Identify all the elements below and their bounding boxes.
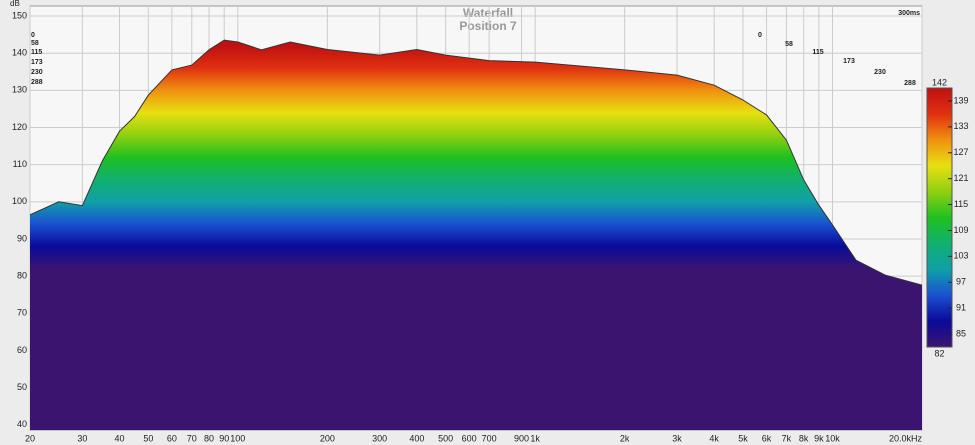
- time-label: 58: [31, 40, 39, 47]
- y-tick-label: 90: [17, 233, 27, 243]
- x-tick-label: 90: [219, 433, 229, 443]
- colorbar-tick-label: 91: [956, 303, 966, 313]
- x-tick-label: 2k: [620, 433, 630, 443]
- x-tick-label: 300: [372, 433, 387, 443]
- time-label: 0: [31, 32, 35, 39]
- x-tick-label: 30: [77, 433, 87, 443]
- time-label: 288: [904, 80, 916, 87]
- time-label: 230: [31, 69, 43, 76]
- time-label: 115: [812, 49, 823, 56]
- time-label: 115: [31, 49, 42, 56]
- x-tick-label: 700: [482, 433, 497, 443]
- colorbar-tick-label: 97: [956, 277, 966, 287]
- x-tick-label: 400: [409, 433, 424, 443]
- time-label: 58: [785, 41, 793, 48]
- x-tick-label: 20: [25, 433, 35, 443]
- colorbar-tick-label: 127: [953, 147, 968, 157]
- colorbar-tick-label: 115: [954, 199, 968, 209]
- x-tick-label: 100: [230, 433, 245, 443]
- x-tick-label: 3k: [672, 433, 682, 443]
- y-tick-label: 120: [12, 122, 27, 132]
- y-tick-label: 140: [12, 48, 27, 58]
- colorbar-tick-label: 121: [953, 173, 968, 183]
- x-tick-label: 20.0kHz: [889, 433, 923, 443]
- colorbar-tick-label: 133: [953, 121, 968, 131]
- x-tick-label: 10k: [825, 433, 840, 443]
- y-tick-label: 60: [17, 345, 27, 355]
- x-tick-label: 500: [438, 433, 453, 443]
- x-tick-label: 5k: [738, 433, 748, 443]
- x-tick-label: 8k: [799, 433, 809, 443]
- x-tick-label: 1k: [530, 433, 540, 443]
- y-tick-label: 110: [13, 159, 27, 169]
- x-tick-label: 200: [320, 433, 335, 443]
- y-tick-label: 80: [17, 271, 27, 281]
- colorbar-tick-label: 109: [953, 225, 968, 235]
- colorbar-tick-label: 103: [953, 251, 968, 261]
- time-label: 230: [874, 69, 886, 76]
- x-tick-label: 600: [462, 433, 477, 443]
- y-tick-label: 70: [17, 308, 27, 318]
- time-label: 173: [843, 58, 855, 65]
- time-label: 0: [758, 32, 762, 39]
- y-tick-label: 150: [12, 10, 27, 20]
- y-tick-label: 50: [17, 382, 27, 392]
- surface-ridge: [29, 39, 923, 286]
- x-tick-label: 80: [204, 433, 214, 443]
- colorbar-min: 82: [934, 348, 944, 358]
- colorbar-tick-label: 85: [956, 328, 966, 338]
- colorbar: [926, 87, 953, 348]
- y-tick-label: 130: [12, 85, 27, 95]
- x-tick-label: 4k: [709, 433, 719, 443]
- x-tick-label: 60: [167, 433, 177, 443]
- surface-fill: [30, 40, 922, 430]
- y-tick-label: 100: [12, 196, 27, 206]
- x-tick-label: 70: [187, 433, 197, 443]
- x-tick-label: 9k: [814, 433, 824, 443]
- time-label: 173: [31, 59, 43, 66]
- x-tick-label: 900: [514, 433, 529, 443]
- x-tick-label: 6k: [762, 433, 772, 443]
- time-end-label: 300ms: [898, 10, 920, 17]
- y-axis-label: dB: [10, 0, 20, 8]
- x-tick-label: 50: [143, 433, 153, 443]
- colorbar-tick-label: 139: [953, 95, 968, 105]
- x-tick-label: 7k: [782, 433, 792, 443]
- time-label: 288: [31, 79, 43, 86]
- chart-subtitle: Position 7: [459, 19, 517, 33]
- x-tick-label: 40: [114, 433, 124, 443]
- chart-title: Waterfall: [463, 6, 513, 20]
- y-tick-label: 40: [17, 419, 27, 429]
- colorbar-max: 142: [932, 77, 947, 87]
